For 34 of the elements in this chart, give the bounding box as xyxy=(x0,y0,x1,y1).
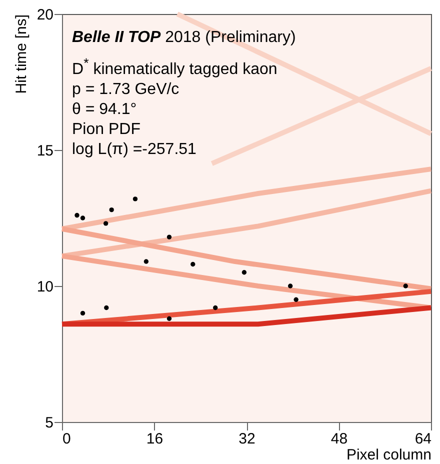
point xyxy=(213,305,218,310)
x-tick-label: 0 xyxy=(62,430,71,448)
x-tick-label: 16 xyxy=(146,430,164,448)
point xyxy=(294,297,298,302)
annotation: D$^{*}$ kinematically tagged kaon xyxy=(72,56,278,78)
annotation: 2018 (Preliminary) xyxy=(164,29,296,46)
annotation: p = 1.73 GeV/c xyxy=(72,81,180,98)
y-tick-label: 5 xyxy=(45,414,54,432)
point xyxy=(166,234,172,240)
point xyxy=(104,305,109,310)
y-axis-title: Hit time [ns] xyxy=(12,14,30,94)
point xyxy=(103,221,108,226)
x-tick-label: 64 xyxy=(414,430,432,448)
point xyxy=(190,262,196,267)
x-axis-title: Pixel column xyxy=(346,446,432,464)
point xyxy=(242,270,247,275)
annotation: Belle II TOP xyxy=(72,29,161,46)
point xyxy=(80,310,86,316)
point xyxy=(288,284,293,288)
point xyxy=(144,259,149,264)
annotation: Pion PDF xyxy=(72,121,140,138)
annotation: θ = 94.1° xyxy=(72,101,137,118)
annotation: log L(π) =-257.51 xyxy=(72,141,196,158)
point xyxy=(166,316,172,321)
y-tick-label: 10 xyxy=(36,278,54,296)
x-tick-label: 32 xyxy=(238,430,256,448)
point xyxy=(403,284,408,288)
point xyxy=(132,196,138,202)
point xyxy=(109,208,114,212)
point xyxy=(74,212,80,218)
point xyxy=(80,216,86,220)
y-tick-label: 20 xyxy=(36,6,54,24)
y-tick-label: 15 xyxy=(36,142,54,160)
x-tick-label: 48 xyxy=(330,430,348,448)
